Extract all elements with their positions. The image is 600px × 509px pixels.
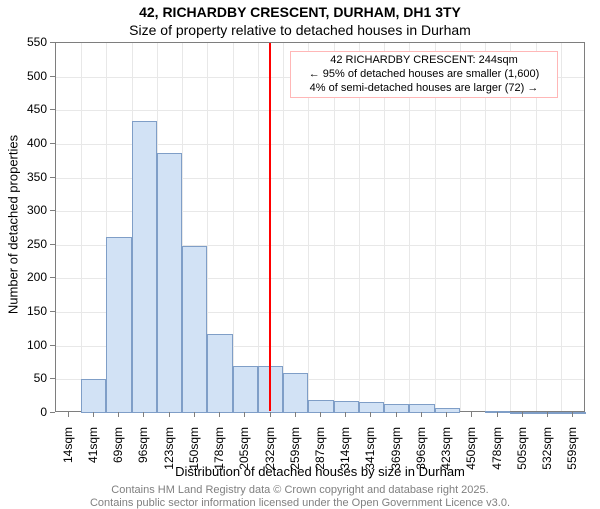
xtick-label: 369sqm [389, 427, 403, 477]
xtick-label: 232sqm [263, 427, 277, 477]
xtick-label: 96sqm [136, 427, 150, 477]
ytick-mark [50, 76, 55, 77]
xtick-mark [396, 412, 397, 417]
ytick-label: 350 [17, 170, 47, 184]
ytick-label: 450 [17, 102, 47, 116]
annotation-line-2: ← 95% of detached houses are smaller (1,… [295, 68, 553, 82]
xtick-label: 259sqm [288, 427, 302, 477]
xtick-mark [547, 412, 548, 417]
histogram-bar [106, 237, 131, 413]
ytick-label: 550 [17, 35, 47, 49]
histogram-bar [308, 400, 333, 413]
xtick-label: 396sqm [414, 427, 428, 477]
y-axis-label: Number of detached properties [6, 40, 21, 410]
xtick-label: 69sqm [111, 427, 125, 477]
histogram-bar [157, 153, 182, 413]
histogram-bar [233, 366, 258, 413]
xtick-mark [572, 412, 573, 417]
histogram-bar [409, 404, 434, 413]
xtick-mark [421, 412, 422, 417]
histogram-bar [182, 246, 207, 413]
xtick-label: 532sqm [540, 427, 554, 477]
histogram-bar [485, 411, 510, 413]
xtick-label: 423sqm [439, 427, 453, 477]
xtick-mark [68, 412, 69, 417]
xtick-label: 287sqm [313, 427, 327, 477]
xtick-label: 14sqm [61, 427, 75, 477]
ytick-label: 200 [17, 270, 47, 284]
histogram-bar [384, 404, 409, 413]
ytick-label: 50 [17, 371, 47, 385]
xtick-mark [118, 412, 119, 417]
xtick-mark [194, 412, 195, 417]
xtick-mark [522, 412, 523, 417]
xtick-label: 450sqm [464, 427, 478, 477]
histogram-bar [283, 373, 308, 413]
ytick-mark [50, 345, 55, 346]
ytick-mark [50, 277, 55, 278]
ytick-mark [50, 412, 55, 413]
xtick-mark [143, 412, 144, 417]
marker-line [269, 43, 271, 411]
footer-line-2: Contains public sector information licen… [0, 497, 600, 509]
histogram-bar [207, 334, 232, 413]
grid-line-v [283, 43, 284, 411]
xtick-label: 150sqm [187, 427, 201, 477]
xtick-label: 205sqm [237, 427, 251, 477]
chart-title-primary: 42, RICHARDBY CRESCENT, DURHAM, DH1 3TY [0, 4, 600, 20]
ytick-mark [50, 42, 55, 43]
xtick-label: 314sqm [338, 427, 352, 477]
annotation-line-3: 4% of semi-detached houses are larger (7… [295, 82, 553, 96]
ytick-label: 500 [17, 69, 47, 83]
ytick-mark [50, 210, 55, 211]
xtick-label: 178sqm [212, 427, 226, 477]
xtick-mark [345, 412, 346, 417]
xtick-mark [270, 412, 271, 417]
xtick-label: 123sqm [162, 427, 176, 477]
ytick-label: 0 [17, 405, 47, 419]
xtick-mark [169, 412, 170, 417]
ytick-label: 150 [17, 304, 47, 318]
xtick-mark [320, 412, 321, 417]
xtick-label: 505sqm [515, 427, 529, 477]
xtick-label: 478sqm [490, 427, 504, 477]
xtick-mark [370, 412, 371, 417]
ytick-label: 300 [17, 203, 47, 217]
annotation-line-1: 42 RICHARDBY CRESCENT: 244sqm [295, 54, 553, 68]
ytick-mark [50, 143, 55, 144]
xtick-label: 41sqm [86, 427, 100, 477]
histogram-bar [510, 412, 535, 414]
annotation-box: 42 RICHARDBY CRESCENT: 244sqm ← 95% of d… [290, 51, 558, 98]
ytick-label: 100 [17, 338, 47, 352]
xtick-label: 341sqm [363, 427, 377, 477]
xtick-mark [93, 412, 94, 417]
ytick-mark [50, 311, 55, 312]
chart-title-secondary: Size of property relative to detached ho… [0, 22, 600, 38]
grid-line-v [81, 43, 82, 411]
grid-line-h [56, 110, 584, 111]
xtick-mark [295, 412, 296, 417]
plot-area: 42 RICHARDBY CRESCENT: 244sqm ← 95% of d… [55, 42, 585, 412]
xtick-mark [244, 412, 245, 417]
ytick-mark [50, 378, 55, 379]
ytick-label: 400 [17, 136, 47, 150]
histogram-bar [132, 121, 157, 413]
xtick-mark [446, 412, 447, 417]
xtick-mark [219, 412, 220, 417]
xtick-label: 559sqm [565, 427, 579, 477]
histogram-bar [81, 379, 106, 413]
ytick-mark [50, 177, 55, 178]
ytick-label: 250 [17, 237, 47, 251]
footer-line-1: Contains HM Land Registry data © Crown c… [0, 484, 600, 496]
xtick-mark [471, 412, 472, 417]
grid-line-v [258, 43, 259, 411]
grid-line-v [561, 43, 562, 411]
chart-root: 42, RICHARDBY CRESCENT, DURHAM, DH1 3TY … [0, 0, 600, 500]
ytick-mark [50, 109, 55, 110]
xtick-mark [497, 412, 498, 417]
ytick-mark [50, 244, 55, 245]
grid-line-v [233, 43, 234, 411]
